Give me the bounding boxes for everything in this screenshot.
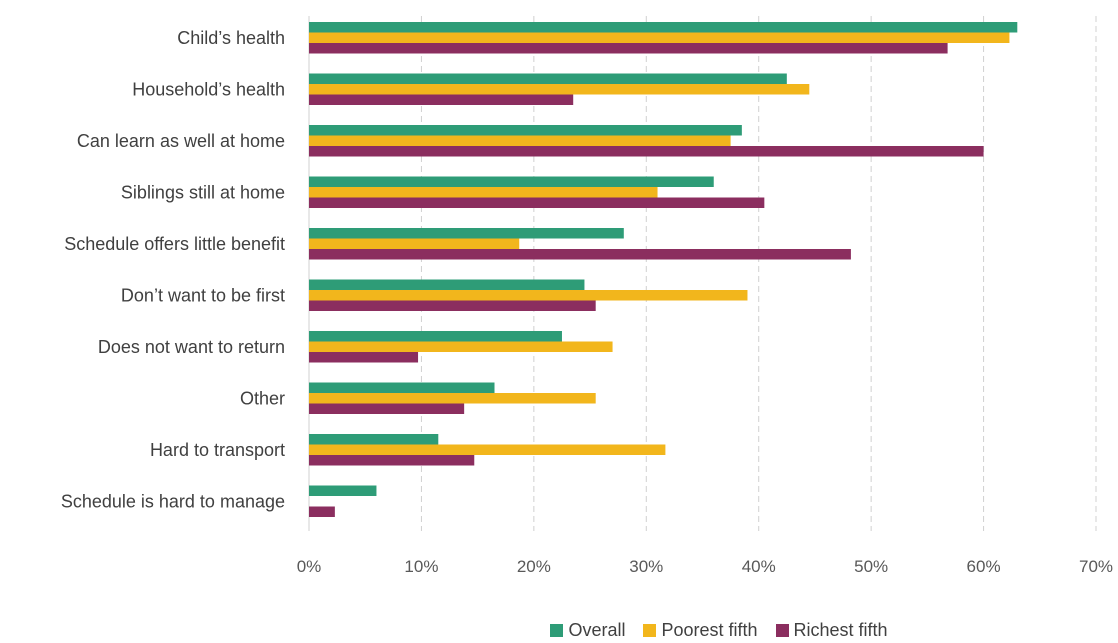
bar-richest-fifth bbox=[309, 43, 948, 54]
category-label: Can learn as well at home bbox=[77, 131, 285, 151]
bar-overall bbox=[309, 279, 585, 290]
category-labels: Child’s health Household’s health Can lear… bbox=[61, 28, 285, 512]
bar-overall bbox=[309, 485, 377, 496]
legend-item: Poorest fifth bbox=[643, 617, 758, 643]
x-tick-label: 60% bbox=[967, 557, 1001, 576]
bar-overall bbox=[309, 382, 495, 393]
bar-overall bbox=[309, 22, 1018, 33]
legend: Overall Poorest fifth Richest fifth bbox=[0, 617, 1118, 643]
legend-item: Overall bbox=[550, 617, 625, 643]
category-label: Child’s health bbox=[177, 28, 285, 48]
bar-poorest-fifth bbox=[309, 238, 520, 249]
bar-richest-fifth bbox=[309, 506, 335, 517]
bar-richest-fifth bbox=[309, 403, 465, 414]
bar-richest-fifth bbox=[309, 197, 765, 208]
category-label: Siblings still at home bbox=[121, 182, 285, 202]
bar-poorest-fifth bbox=[309, 341, 613, 352]
category-label: Don’t want to be first bbox=[121, 285, 285, 305]
bar-overall bbox=[309, 176, 714, 187]
bar-richest-fifth bbox=[309, 249, 851, 260]
bar-overall bbox=[309, 434, 439, 445]
x-tick-label: 30% bbox=[629, 557, 663, 576]
x-tick-label: 50% bbox=[854, 557, 888, 576]
bar-poorest-fifth bbox=[309, 290, 748, 301]
legend-swatch bbox=[643, 623, 657, 637]
legend-label: Richest fifth bbox=[793, 619, 888, 640]
legend-swatch bbox=[550, 623, 564, 637]
bar-richest-fifth bbox=[309, 146, 984, 157]
bar-overall bbox=[309, 228, 624, 239]
x-axis-ticks: 0% 10% 20% 30% 40% 50% 60% 70% bbox=[297, 557, 1113, 576]
bar-richest-fifth bbox=[309, 94, 574, 105]
legend-label: Overall bbox=[568, 619, 626, 640]
bar-overall bbox=[309, 73, 787, 84]
bar-poorest-fifth bbox=[309, 393, 596, 404]
legend-item: Richest fifth bbox=[775, 617, 888, 643]
category-label: Schedule is hard to manage bbox=[61, 491, 285, 511]
bar-richest-fifth bbox=[309, 455, 475, 466]
x-tick-label: 20% bbox=[517, 557, 551, 576]
bar-poorest-fifth bbox=[309, 84, 810, 95]
x-tick-label: 0% bbox=[297, 557, 322, 576]
bar-poorest-fifth bbox=[309, 444, 666, 455]
bar-poorest-fifth bbox=[309, 32, 1010, 43]
bar-poorest-fifth bbox=[309, 187, 658, 198]
bar-richest-fifth bbox=[309, 300, 596, 311]
category-label: Other bbox=[240, 388, 285, 408]
bar-chart: Child’s health Household’s health Can lear… bbox=[61, 16, 1113, 576]
bars bbox=[309, 22, 1018, 517]
x-tick-label: 40% bbox=[742, 557, 776, 576]
category-label: Does not want to return bbox=[98, 337, 285, 357]
bar-poorest-fifth bbox=[309, 135, 731, 146]
category-label: Household’s health bbox=[132, 79, 285, 99]
x-tick-label: 10% bbox=[404, 557, 438, 576]
bar-overall bbox=[309, 125, 742, 136]
legend-label: Poorest fifth bbox=[661, 619, 758, 640]
category-label: Schedule offers little benefit bbox=[64, 234, 285, 254]
bar-overall bbox=[309, 331, 562, 342]
bar-richest-fifth bbox=[309, 352, 419, 363]
legend-swatch bbox=[775, 623, 789, 637]
x-tick-label: 70% bbox=[1079, 557, 1113, 576]
category-label: Hard to transport bbox=[150, 440, 285, 460]
